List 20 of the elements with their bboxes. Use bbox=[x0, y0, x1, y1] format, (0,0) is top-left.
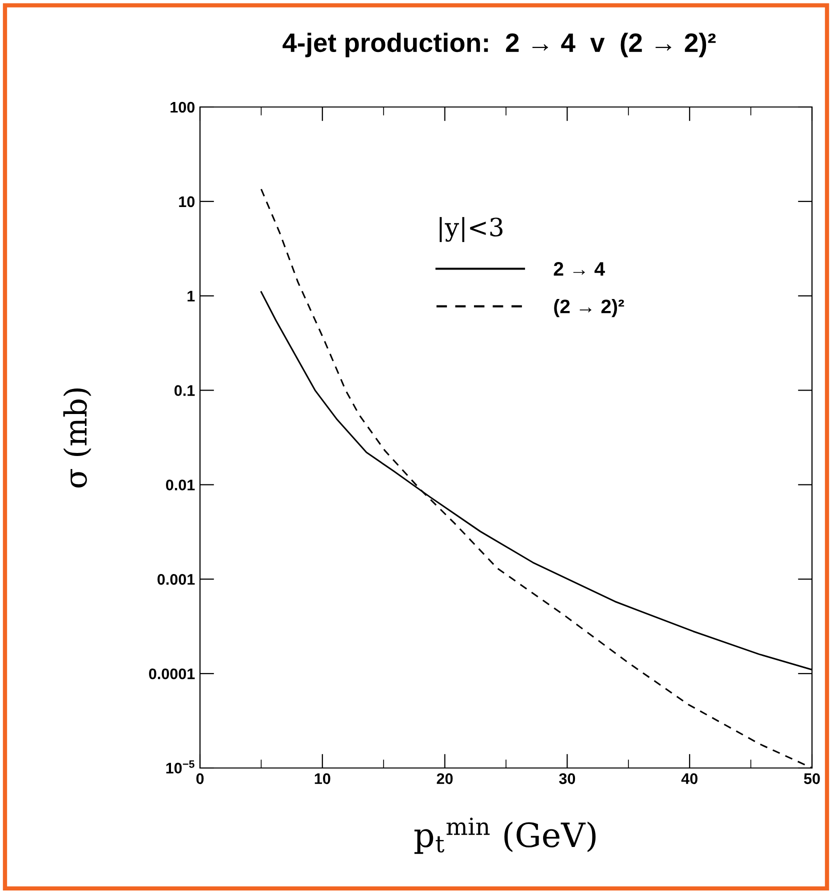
y-tick-label: 0.0001 bbox=[149, 668, 195, 680]
y-tick-label: 0.01 bbox=[166, 480, 195, 490]
legend-title: |y|<3 bbox=[440, 217, 502, 242]
y-tick-label: 10$^{−5}$ bbox=[166, 760, 194, 774]
chart-title: 4-jet production: 2 → 4 v (2 → 2)² bbox=[282, 32, 716, 58]
y-tick-label: 10 bbox=[179, 196, 195, 208]
x-tick-label: 10 bbox=[314, 773, 330, 784]
y-tick-label: 1 bbox=[188, 290, 195, 302]
x-tick-label: 20 bbox=[436, 773, 453, 784]
x-tick-label: 50 bbox=[804, 773, 820, 784]
y-tick-label: 0.001 bbox=[158, 574, 195, 585]
legend-label: (2 → 2)² bbox=[554, 299, 624, 318]
legend-label: 2 → 4 bbox=[554, 262, 605, 276]
x-axis-title: p$_{t}$$^{min}$ (GeV) bbox=[414, 818, 596, 854]
x-tick-label: 30 bbox=[559, 773, 576, 784]
y-tick-label: 0.1 bbox=[174, 385, 195, 396]
x-tick-label: 0 bbox=[196, 773, 204, 784]
y-axis-title: σ (mb) bbox=[63, 388, 92, 488]
x-tick-label: 40 bbox=[681, 773, 698, 784]
y-tick-label: 100 bbox=[170, 102, 195, 113]
